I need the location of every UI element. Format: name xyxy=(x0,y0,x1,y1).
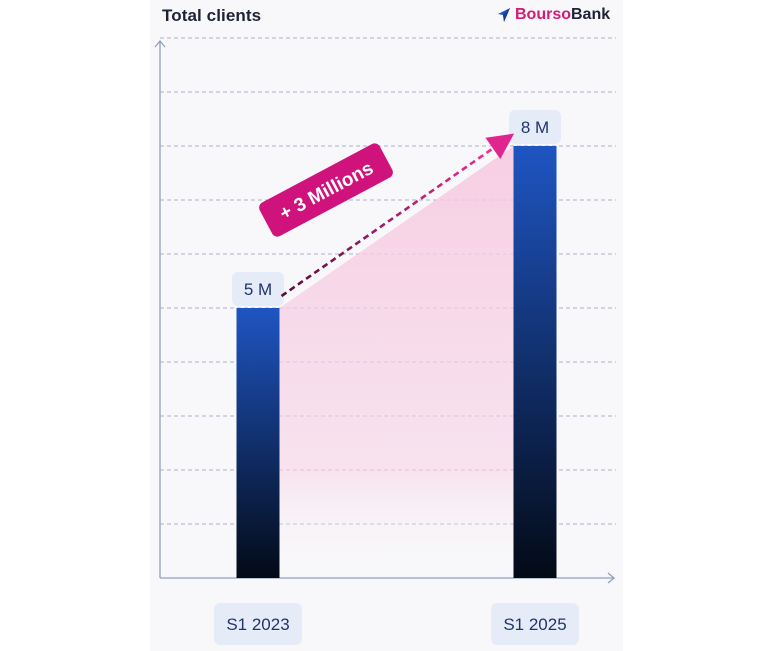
growth-area-fill xyxy=(279,146,514,578)
brand-name-part1: Bourso xyxy=(515,6,571,23)
value-label: 5 M xyxy=(232,272,284,306)
brand-logo: Bourso Bank xyxy=(497,6,610,24)
bar-s1-2025 xyxy=(513,146,557,578)
y-axis-arrow-icon xyxy=(154,39,166,48)
growth-arrow xyxy=(280,133,515,298)
growth-area xyxy=(279,146,514,578)
value-label-text: 5 M xyxy=(244,280,272,299)
brand-name-part2: Bank xyxy=(571,6,611,23)
category-label-text: S1 2023 xyxy=(226,615,289,634)
growth-badge: + 3 Millions xyxy=(259,143,393,237)
x-axis-arrow-icon xyxy=(607,572,616,584)
category-labels: S1 2023 S1 2025 xyxy=(214,603,579,645)
value-labels: 5 M 8 M xyxy=(232,110,561,306)
category-label: S1 2023 xyxy=(214,603,302,645)
bar-s1-2023 xyxy=(236,308,280,578)
value-label: 8 M xyxy=(509,110,561,144)
chart-title: Total clients xyxy=(162,6,262,25)
category-label: S1 2025 xyxy=(491,603,579,645)
category-label-text: S1 2025 xyxy=(503,615,566,634)
value-label-text: 8 M xyxy=(521,118,549,137)
bars xyxy=(236,146,557,578)
arrow-logo-icon xyxy=(498,8,510,22)
